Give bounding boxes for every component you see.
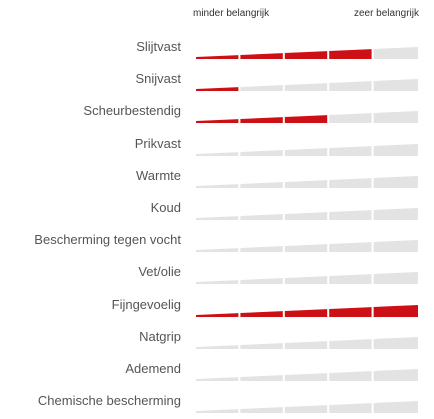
rating-segment-empty — [240, 375, 283, 381]
rating-segment-empty — [240, 214, 283, 220]
rating-segment-empty — [284, 340, 328, 349]
rating-label: Bescherming tegen vocht — [34, 232, 181, 248]
rating-segment-empty — [329, 338, 372, 349]
rating-segment-empty — [284, 83, 328, 92]
rating-segment-filled — [196, 55, 239, 59]
rating-segment-empty — [240, 246, 283, 253]
rating-segment-empty — [196, 377, 239, 381]
rating-label: Ademend — [125, 361, 181, 376]
rating-row: Vet/olie — [0, 258, 434, 290]
rating-segment-empty — [284, 244, 328, 253]
rating-segment-empty — [196, 344, 239, 349]
rating-segment-empty — [373, 111, 418, 124]
rating-segment-empty — [284, 373, 328, 381]
rating-segment-empty — [329, 177, 372, 188]
rating-segment-filled — [240, 117, 283, 124]
rating-row: Bescherming tegen vocht — [0, 226, 434, 258]
rating-row: Ademend — [0, 355, 434, 387]
rating-bar — [196, 304, 418, 317]
rating-row: Scheurbestendig — [0, 97, 434, 129]
rating-bar — [196, 175, 418, 188]
scale-min-label: minder belangrijk — [193, 8, 270, 19]
rating-label: Natgrip — [139, 328, 181, 344]
rating-segment-empty — [196, 409, 239, 414]
rating-row: Fijngevoelig — [0, 291, 434, 323]
scale-max-label: zeer belangrijk — [353, 8, 419, 19]
rating-segment-empty — [284, 276, 328, 285]
rating-bar — [196, 111, 418, 124]
rating-segment-empty — [373, 79, 418, 92]
rating-segment-empty — [373, 143, 418, 156]
rating-row: Warmte — [0, 162, 434, 194]
rating-segment-empty — [373, 401, 418, 414]
rating-segment-empty — [196, 248, 239, 253]
rating-label: Koud — [150, 200, 181, 215]
rating-segment-empty — [329, 242, 372, 253]
rating-label: Prikvast — [134, 135, 181, 151]
rating-segment-filled — [284, 51, 328, 59]
rating-label: Fijngevoelig — [111, 296, 181, 312]
rating-row: Natgrip — [0, 323, 434, 355]
rating-bar — [196, 272, 418, 285]
rating-segment-empty — [196, 280, 239, 285]
rating-segment-empty — [373, 369, 418, 381]
rating-segment-empty — [329, 210, 372, 220]
rating-label: Slijtvast — [136, 39, 181, 54]
rating-segment-empty — [373, 336, 418, 349]
rating-segment-empty — [196, 216, 239, 220]
rating-bar — [196, 336, 418, 349]
rating-bar — [196, 143, 418, 156]
rating-segment-empty — [240, 278, 283, 285]
rating-segment-filled — [240, 53, 283, 59]
rating-segment-filled — [196, 312, 239, 317]
rating-segment-empty — [329, 403, 372, 414]
rating-label: Snijvast — [135, 71, 181, 87]
rating-row: Chemische bescherming — [0, 387, 434, 419]
rating-segment-filled — [196, 119, 239, 124]
rating-segment-filled — [329, 306, 372, 317]
rating-segment-empty — [373, 272, 418, 285]
rating-bar — [196, 401, 418, 414]
rating-bar — [196, 240, 418, 253]
rating-bar — [196, 369, 418, 381]
rating-row: Prikvast — [0, 130, 434, 162]
rating-segment-empty — [329, 274, 372, 285]
rating-segment-empty — [240, 407, 283, 414]
rating-segment-filled — [240, 310, 283, 317]
rating-row: Slijtvast — [0, 33, 434, 65]
rating-segment-filled — [373, 304, 418, 317]
rating-segment-filled — [329, 49, 372, 59]
rating-segment-empty — [329, 371, 372, 381]
rating-segment-empty — [329, 81, 372, 92]
rating-segment-empty — [240, 85, 283, 92]
rating-label: Chemische bescherming — [37, 393, 181, 409]
rating-label: Scheurbestendig — [83, 103, 181, 119]
rating-segment-empty — [240, 181, 283, 188]
rating-segment-filled — [284, 115, 328, 124]
rating-bar — [196, 208, 418, 220]
rating-segment-empty — [240, 149, 283, 156]
rating-segment-empty — [284, 147, 328, 156]
rating-segment-empty — [196, 183, 239, 188]
rating-segment-filled — [284, 308, 328, 317]
rating-segment-empty — [329, 145, 372, 156]
rating-segment-empty — [373, 47, 418, 59]
rating-bar — [196, 47, 418, 59]
rating-label: Vet/olie — [138, 264, 181, 280]
rating-bar — [196, 79, 418, 92]
rating-row: Snijvast — [0, 65, 434, 97]
rating-segment-filled — [196, 87, 239, 92]
rating-segment-empty — [373, 175, 418, 188]
rating-segment-empty — [240, 342, 283, 349]
rating-segment-empty — [373, 208, 418, 220]
rating-segment-empty — [284, 212, 328, 220]
rating-row: Koud — [0, 194, 434, 226]
rating-label: Warmte — [135, 167, 181, 183]
rating-segment-empty — [373, 240, 418, 253]
rating-segment-empty — [196, 151, 239, 156]
rating-segment-empty — [329, 113, 372, 124]
rating-segment-empty — [284, 405, 328, 414]
rating-segment-empty — [284, 179, 328, 188]
